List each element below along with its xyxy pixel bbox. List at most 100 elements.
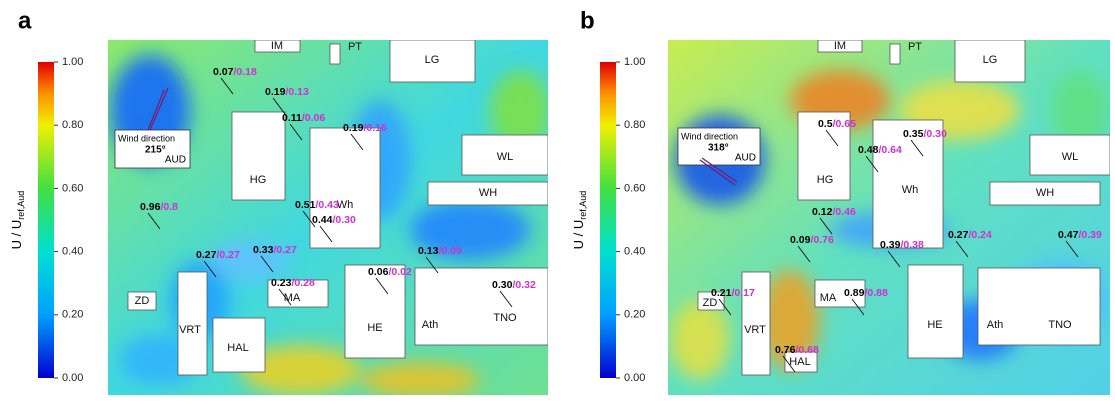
probe-value-b: /0.65 [833, 118, 857, 130]
wind-site: AUD [735, 153, 756, 164]
building-label: PT [348, 41, 362, 53]
building-label: HE [367, 322, 382, 334]
building-label: MA [284, 292, 301, 304]
colorbar-label: U / Uref,Aud [9, 191, 26, 250]
colorbar-label: U / Uref,Aud [571, 191, 588, 250]
probe-value-b: /0.32 [512, 279, 536, 291]
building-label: Wh [902, 184, 919, 196]
probe-value: 0.19/0.16 [343, 122, 387, 134]
field-patch [670, 300, 730, 380]
wind-angle: 215° [145, 145, 166, 156]
building-label: HE [927, 319, 942, 331]
probe-value: 0.07/0.18 [213, 66, 257, 78]
building-label: MA [820, 292, 837, 304]
building-label: WL [1062, 151, 1079, 163]
building-label: ZD [135, 295, 150, 307]
probe-value-a: 0.89 [844, 287, 865, 299]
colorbar-tick-label: 0.60 [62, 182, 83, 194]
probe-value-a: 0.47 [1058, 229, 1079, 241]
probe-value: 0.76/0.68 [775, 344, 819, 356]
probe-value: 0.47/0.39 [1058, 229, 1102, 241]
wind-angle: 318° [708, 143, 729, 154]
probe-value: 0.33/0.27 [253, 244, 297, 256]
colorbar [600, 62, 616, 378]
probe-value-a: 0.11 [282, 112, 302, 124]
field-patch [360, 362, 480, 398]
building-label: IM [834, 40, 846, 52]
probe-value: 0.35/0.30 [903, 128, 947, 140]
probe-value-b: /0.28 [291, 277, 315, 289]
probe-value-b: /0.02 [388, 266, 412, 278]
probe-value: 0.51/0.43 [295, 199, 339, 211]
building-label: WL [497, 151, 514, 163]
colorbar-tick-label: 0.20 [62, 309, 83, 321]
probe-value-a: 0.5 [818, 118, 833, 130]
building-label: HG [817, 174, 834, 186]
probe-value: 0.19/0.13 [265, 86, 309, 98]
probe-value-b: /0.09 [438, 245, 462, 257]
probe-value: 0.44/0.30 [312, 214, 356, 226]
building-label: Ath [987, 319, 1004, 331]
probe-value: 0.30/0.32 [492, 279, 536, 291]
colorbar-tick-label: 0.80 [624, 119, 645, 131]
probe-value-b: /0.76 [810, 234, 834, 246]
colorbar-tick-label: 0.00 [624, 372, 645, 384]
probe-value: 0.39/0.38 [880, 239, 924, 251]
building-label: VRT [179, 324, 201, 336]
colorbar-label-sub: ref,Aud [16, 191, 26, 220]
probe-value-a: 0.51 [295, 199, 316, 211]
panel-letter: b [580, 7, 595, 34]
probe-value-b: /0.68 [795, 344, 819, 356]
probe-value-a: 0.76 [775, 344, 796, 356]
probe-value-a: 0.96 [140, 201, 161, 213]
building-label: IM [271, 40, 283, 52]
flow-field [668, 40, 1110, 395]
probe-value-b: /0.64 [878, 144, 902, 156]
probe-value: 0.89/0.88 [844, 287, 888, 299]
building-label: WH [1036, 187, 1054, 199]
probe-value: 0.12/0.46 [812, 206, 856, 218]
building [232, 112, 285, 200]
building-label: TNO [1048, 319, 1072, 331]
building [890, 44, 900, 64]
probe-value: 0.21/0.17 [711, 287, 755, 299]
probe-value-b: /0.24 [968, 229, 992, 241]
probe-value-b: /0.27 [216, 249, 240, 261]
colorbar-tick-label: 1.00 [624, 56, 645, 68]
colorbar-tick-label: 0.40 [624, 246, 645, 258]
probe-value-a: 0.09 [790, 234, 811, 246]
probe-value-a: 0.27 [948, 229, 969, 241]
probe-value-a: 0.30 [492, 279, 513, 291]
probe-value-a: 0.21 [711, 287, 732, 299]
probe-value-b: /0.16 [363, 122, 387, 134]
probe-value-b: /0.27 [273, 244, 297, 256]
probe-value-a: 0.33 [253, 244, 274, 256]
colorbar [38, 62, 54, 378]
probe-value-b: /0.13 [285, 86, 309, 98]
building [978, 268, 1100, 345]
colorbar-tick-label: 1.00 [62, 56, 83, 68]
probe-value: 0.48/0.64 [858, 144, 902, 156]
probe-value-b: /0.46 [832, 206, 856, 218]
colorbar-tick-label: 0.00 [62, 372, 83, 384]
probe-value-a: 0.27 [196, 249, 217, 261]
wind-text: Wind direction [118, 133, 175, 143]
probe-value-a: 0.39 [880, 239, 901, 251]
probe-value-b: /0.30 [923, 128, 947, 140]
building [310, 128, 380, 248]
probe-value: 0.27/0.27 [196, 249, 240, 261]
building-label: TNO [493, 312, 517, 324]
probe-value-a: 0.48 [858, 144, 879, 156]
colorbar-label-sub: ref,Aud [578, 191, 588, 220]
probe-value: 0.06/0.02 [368, 266, 412, 278]
probe-value-a: 0.19 [265, 86, 286, 98]
building-label: LG [983, 54, 998, 66]
probe-value: 0.09/0.76 [790, 234, 834, 246]
probe-value-a: 0.07 [213, 66, 234, 78]
building-label: PT [908, 41, 922, 53]
probe-value-a: 0.44 [312, 214, 333, 226]
probe-value-b: /0.17 [731, 287, 755, 299]
building-label: HG [250, 174, 267, 186]
building-label: VRT [744, 324, 766, 336]
